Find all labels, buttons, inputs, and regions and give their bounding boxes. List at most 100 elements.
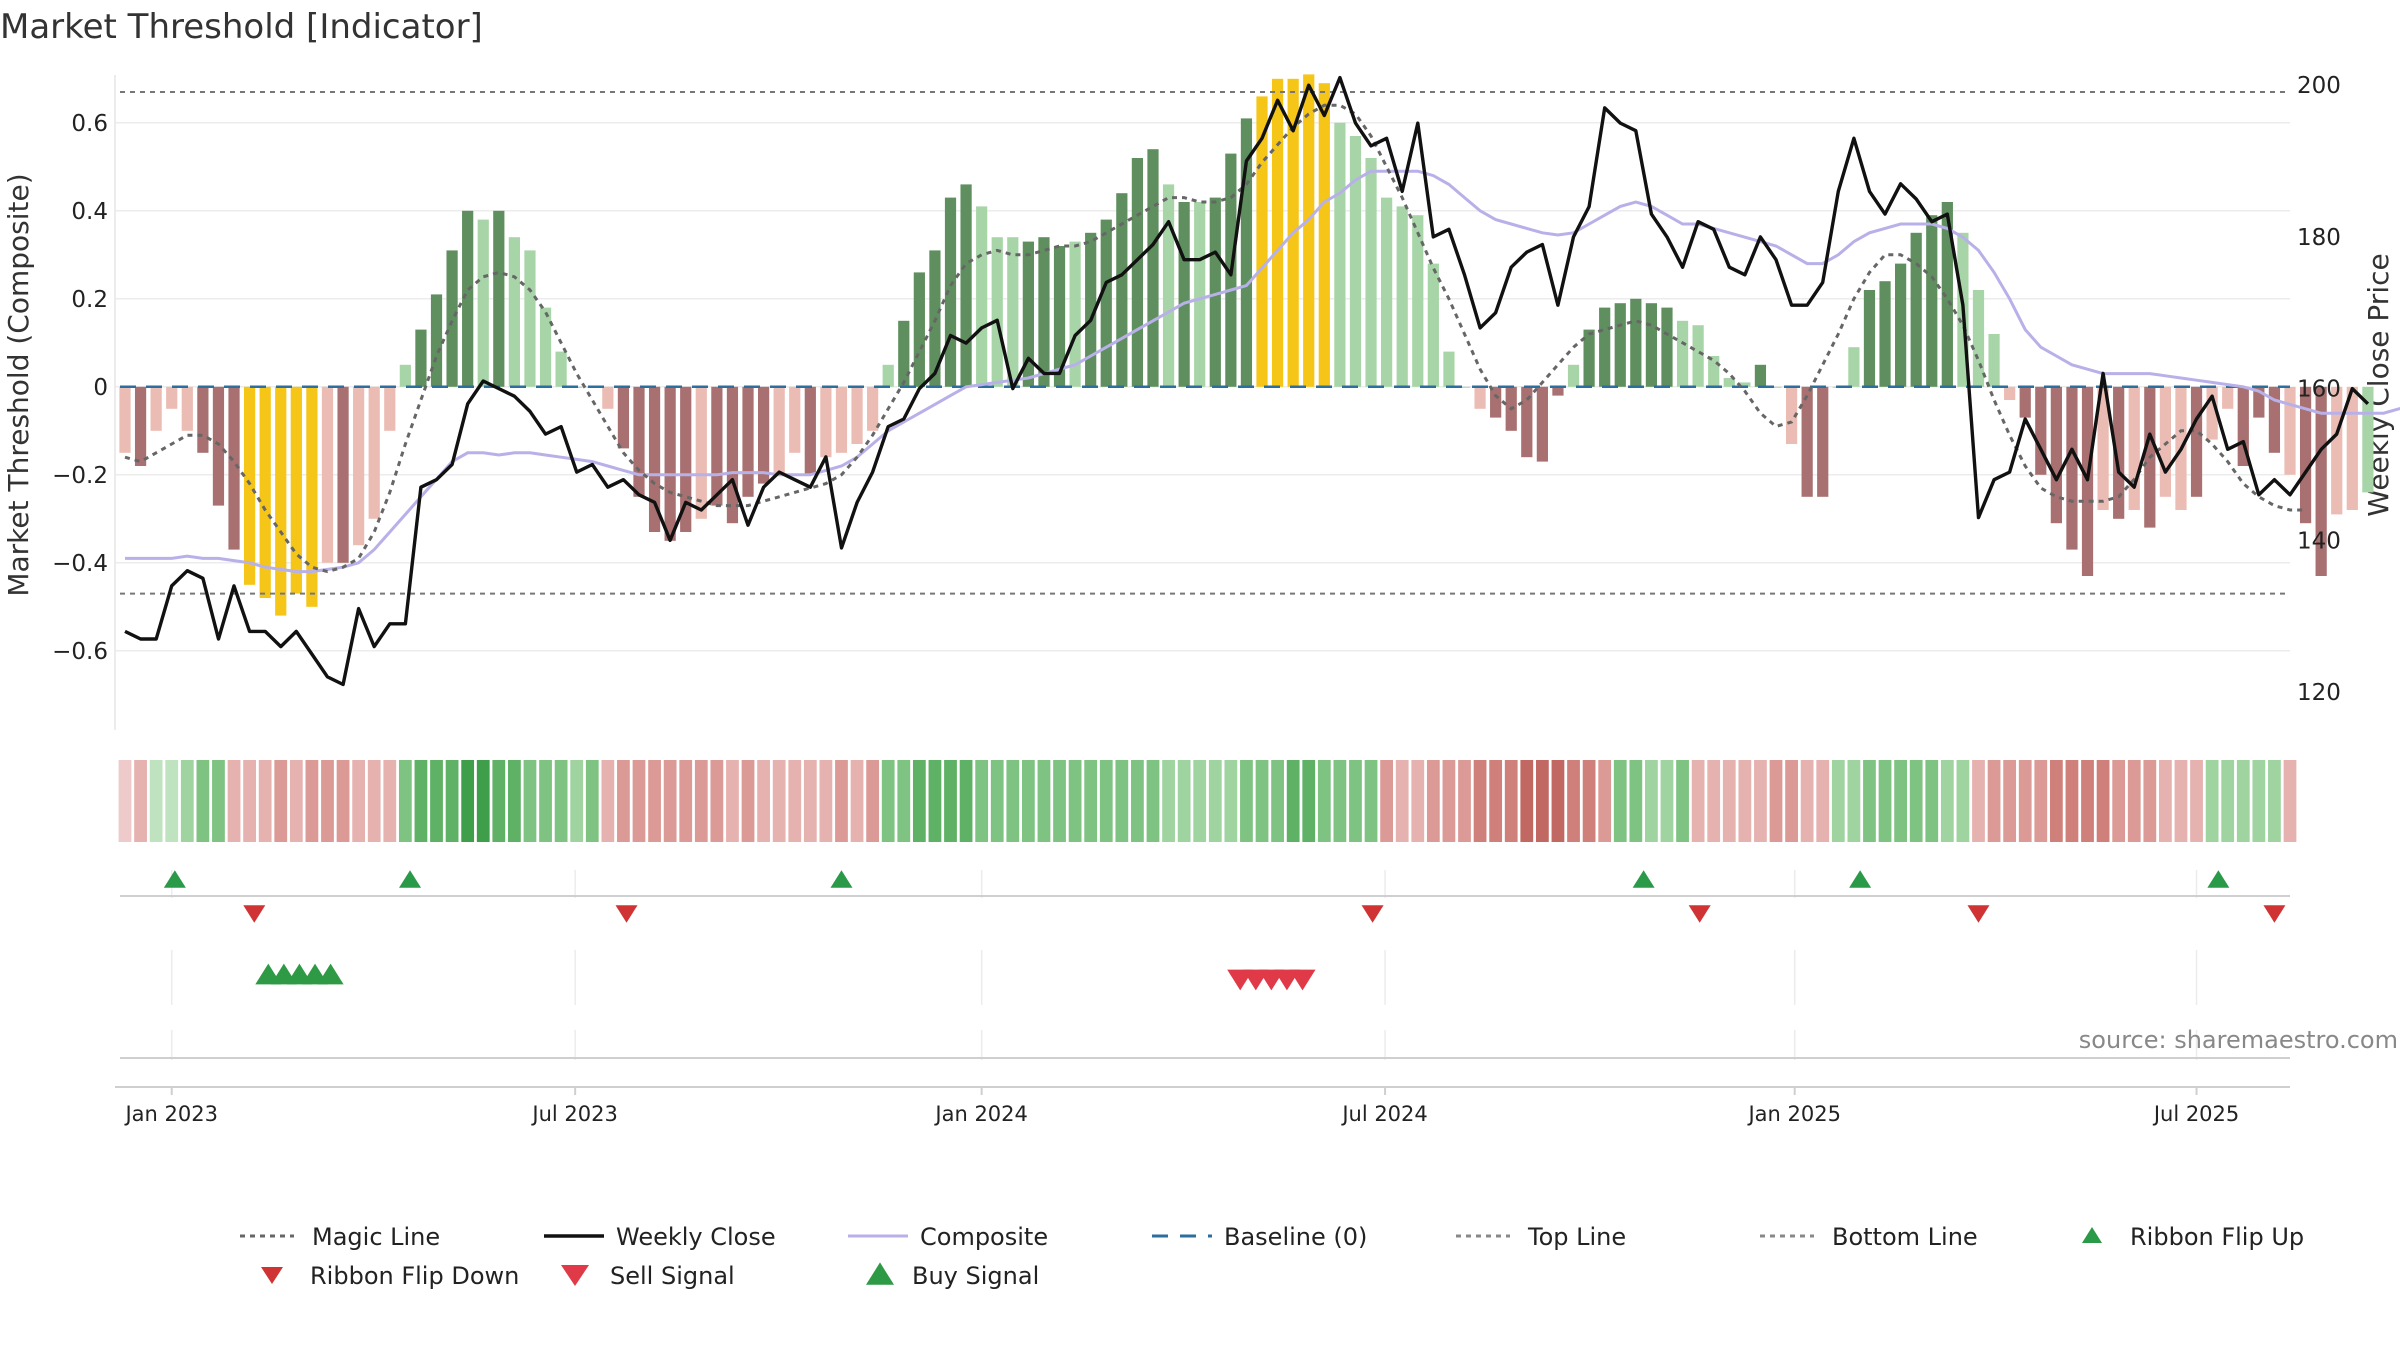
legend-swatch [2082, 1227, 2102, 1243]
ribbon-flip-down-marker [1688, 905, 1711, 923]
ribbon-cell [1473, 760, 1487, 842]
composite-bar [306, 386, 318, 607]
ribbon-cell [134, 760, 147, 842]
composite-bar [602, 386, 614, 409]
composite-bar [1271, 78, 1284, 387]
ribbon-cell [2236, 760, 2250, 842]
ribbon-cell [1863, 760, 1876, 842]
composite-bar [2268, 386, 2281, 453]
ribbon-cell [835, 760, 848, 842]
ribbon-cell [788, 760, 802, 842]
ribbon-flip-up-marker [1632, 870, 1655, 888]
ribbon-cell [959, 760, 973, 842]
ribbon-cell [2252, 760, 2266, 842]
ribbon-cell [1442, 760, 1456, 842]
ribbon-cell [118, 760, 132, 842]
y-ticks: −0.6 −0.4 −0.2 0 0.2 0.4 0.6 120 140 160 180 200 [52, 73, 2341, 706]
ribbon-cell [1972, 760, 1985, 842]
ribbon-cell [648, 760, 661, 842]
composite-bar [789, 386, 801, 453]
ribbon-cell [944, 760, 957, 842]
ribbon-cell [1847, 760, 1861, 842]
composite-bar [181, 386, 193, 431]
x-tick-label: Jan 2023 [123, 1102, 218, 1126]
ribbon-cell [1645, 760, 1658, 842]
composite-bar [664, 386, 676, 541]
ribbon-cell [1302, 760, 1316, 842]
y2-tick-label: 140 [2297, 528, 2341, 554]
legend-label: Buy Signal [912, 1262, 1039, 1290]
composite-bar [462, 210, 474, 387]
ribbon-cell [1535, 760, 1549, 842]
ribbon-cell [1489, 760, 1503, 842]
composite-bar [1521, 386, 1533, 458]
ribbon-cell [1691, 760, 1705, 842]
composite-bar [1599, 307, 1611, 387]
composite-bar [228, 386, 240, 550]
ribbon-cell [383, 760, 397, 842]
composite-bar [617, 386, 630, 449]
ribbon-cell [1940, 760, 1954, 842]
composite-bar [321, 386, 334, 563]
ribbon-cell [1068, 760, 1082, 842]
composite-bar [944, 197, 957, 387]
ribbon-cell [1722, 760, 1736, 842]
composite-bar [368, 386, 380, 519]
composite-bar [1490, 386, 1502, 418]
ribbon-cell [398, 760, 412, 842]
magic-line [124, 103, 2306, 574]
ribbon-panel [118, 760, 2297, 842]
ribbon-cell [2221, 760, 2235, 842]
ribbon-cell [1629, 760, 1643, 842]
composite-bar [1349, 136, 1362, 387]
ribbon-cell [2268, 760, 2281, 842]
ribbon-cell [741, 760, 755, 842]
y2-tick-label: 180 [2297, 225, 2341, 251]
composite-bar [1194, 202, 1206, 387]
ribbon-cell [1240, 760, 1253, 842]
composite-bar [430, 294, 443, 387]
composite-bar [2004, 386, 2016, 400]
ribbon-flip-down-marker [1967, 905, 1990, 923]
composite-bar [2128, 386, 2140, 510]
ribbon-cell [1769, 760, 1783, 842]
composite-bar [1256, 96, 1268, 387]
composite-bar [1365, 158, 1377, 387]
composite-bar [2097, 386, 2109, 510]
composite-bar [1536, 386, 1548, 462]
x-tick-label: Jan 2025 [1746, 1102, 1841, 1126]
composite-bar [1334, 122, 1346, 387]
composite-bar [757, 386, 770, 484]
ribbon-cell [1208, 760, 1222, 842]
composite-bar [384, 386, 396, 431]
composite-bar [648, 386, 661, 532]
legend-label: Composite [920, 1223, 1048, 1251]
ribbon-cell [461, 760, 475, 842]
composite-bar [976, 206, 988, 387]
composite-bar [150, 386, 162, 431]
composite-bar [2190, 386, 2203, 497]
ribbon-cell [819, 760, 833, 842]
composite-bar [1552, 386, 1564, 396]
legend-label: Weekly Close [616, 1223, 776, 1251]
ribbon-cell [663, 760, 677, 842]
ribbon-cell [196, 760, 210, 842]
composite-bar [913, 272, 925, 387]
composite-bar [166, 386, 178, 409]
composite-bar [835, 386, 848, 453]
composite-bar [2362, 386, 2374, 493]
composite-bar [1131, 158, 1144, 387]
composite-bar [2284, 386, 2296, 475]
ribbon-cell [180, 760, 194, 842]
ribbon-cell [1909, 760, 1923, 842]
ribbon-cell [694, 760, 708, 842]
composite-bar [1069, 241, 1081, 387]
composite-bar [1645, 303, 1658, 387]
ribbon-cell [2034, 760, 2048, 842]
ribbon-cell [2081, 760, 2094, 842]
composite-bar [2019, 386, 2031, 418]
composite-bar [134, 386, 147, 466]
composite-bar [1614, 303, 1626, 387]
ribbon-flip-up-marker [399, 870, 422, 888]
ribbon-cell [1053, 760, 1066, 842]
